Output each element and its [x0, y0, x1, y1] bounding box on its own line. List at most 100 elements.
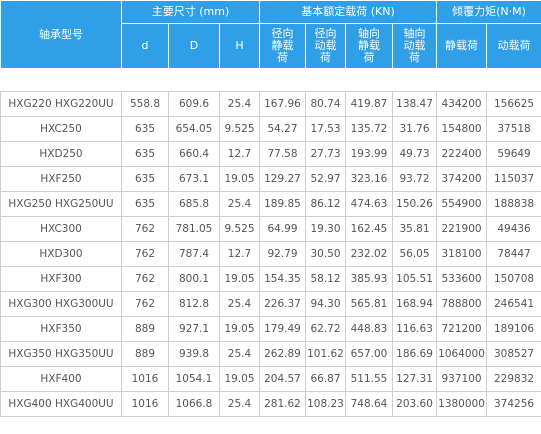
- dynamic-moment-cell: 78447: [486, 241, 541, 267]
- dynamic-moment-cell: 156625: [486, 91, 541, 117]
- header-d: d: [121, 23, 169, 69]
- D-cell: 1066.8: [168, 391, 220, 417]
- D-cell: 685.8: [168, 191, 220, 217]
- dynamic-moment-cell: 59649: [486, 141, 541, 167]
- table-row: HXG250 HXG250UU 635 685.8 25.4 189.85 86.12 47…: [0, 191, 541, 217]
- table-row: HXF350 889 927.1 19.05 179.49 62.72 448.83 116.…: [0, 316, 541, 342]
- D-cell: 927.1: [168, 316, 220, 342]
- radial-dynamic-cell: 94.30: [305, 291, 346, 317]
- header-dynamic-load: 动载荷: [486, 23, 541, 69]
- model-cell: HXG300 HXG300UU: [0, 291, 122, 317]
- axial-dynamic-cell: 186.69: [391, 341, 438, 367]
- d-cell: 635: [121, 166, 169, 192]
- dynamic-moment-cell: 115037: [486, 166, 541, 192]
- dynamic-moment-cell: 150708: [486, 266, 541, 292]
- dynamic-moment-cell: 188838: [486, 191, 541, 217]
- static-moment-cell: 221900: [436, 216, 488, 242]
- D-cell: 939.8: [168, 341, 220, 367]
- radial-static-cell: 64.99: [259, 216, 306, 242]
- H-cell: 12.7: [219, 241, 260, 267]
- D-cell: 787.4: [168, 241, 220, 267]
- dynamic-moment-cell: 49436: [486, 216, 541, 242]
- axial-dynamic-cell: 116.63: [391, 316, 438, 342]
- radial-dynamic-cell: 66.87: [305, 366, 346, 392]
- radial-static-cell: 129.27: [259, 166, 306, 192]
- model-cell: HXF350: [0, 316, 122, 342]
- axial-dynamic-cell: 127.31: [391, 366, 438, 392]
- d-cell: 635: [121, 116, 169, 142]
- d-cell: 762: [121, 266, 169, 292]
- table-row: HXG350 HXG350UU 889 939.8 25.4 262.89 101.62 6…: [0, 341, 541, 367]
- model-cell: HXG350 HXG350UU: [0, 341, 122, 367]
- static-moment-cell: 1064000: [436, 341, 488, 367]
- radial-dynamic-cell: 30.50: [305, 241, 346, 267]
- radial-dynamic-cell: 17.53: [305, 116, 346, 142]
- axial-dynamic-cell: 93.72: [391, 166, 438, 192]
- static-moment-cell: 937100: [436, 366, 488, 392]
- axial-static-cell: 135.72: [345, 116, 393, 142]
- d-cell: 1016: [121, 391, 169, 417]
- model-cell: HXD250: [0, 141, 122, 167]
- header-static-load: 静载荷: [436, 23, 488, 69]
- dynamic-moment-cell: 189106: [486, 316, 541, 342]
- axial-dynamic-cell: 138.47: [391, 91, 438, 117]
- header-axial-static: 轴向 静载荷: [345, 23, 393, 69]
- D-cell: 812.8: [168, 291, 220, 317]
- model-cell: HXF250: [0, 166, 122, 192]
- static-moment-cell: 374200: [436, 166, 488, 192]
- radial-static-cell: 204.57: [259, 366, 306, 392]
- header-tilt-moment: 倾覆力矩(N·M): [436, 0, 541, 24]
- table-row: HXF400 1016 1054.1 19.05 204.57 66.87 511.55 12…: [0, 366, 541, 392]
- dynamic-moment-cell: 229832: [486, 366, 541, 392]
- axial-static-cell: 162.45: [345, 216, 393, 242]
- radial-static-cell: 281.62: [259, 391, 306, 417]
- H-cell: 19.05: [219, 366, 260, 392]
- radial-static-cell: 77.58: [259, 141, 306, 167]
- radial-static-cell: 189.85: [259, 191, 306, 217]
- axial-static-cell: 232.02: [345, 241, 393, 267]
- table-row: HXG300 HXG300UU 762 812.8 25.4 226.37 94.30 56…: [0, 291, 541, 317]
- H-cell: 25.4: [219, 341, 260, 367]
- table-row: HXD250 635 660.4 12.7 77.58 27.73 193.99 49.73 2…: [0, 141, 541, 167]
- bearing-spec-table: 轴承型号 主要尺寸 (mm) 基本额定载荷 (KN) 倾覆力矩(N·M) d D…: [0, 0, 541, 417]
- D-cell: 654.05: [168, 116, 220, 142]
- header-load-ratings: 基本额定载荷 (KN): [258, 0, 438, 24]
- D-cell: 673.1: [168, 166, 220, 192]
- model-cell: HXC300: [0, 216, 122, 242]
- d-cell: 635: [121, 191, 169, 217]
- radial-dynamic-cell: 108.23: [305, 391, 346, 417]
- axial-static-cell: 565.81: [345, 291, 393, 317]
- H-cell: 9.525: [219, 216, 260, 242]
- static-moment-cell: 434200: [436, 91, 488, 117]
- radial-static-cell: 167.96: [259, 91, 306, 117]
- static-moment-cell: 318100: [436, 241, 488, 267]
- d-cell: 762: [121, 291, 169, 317]
- header-main-dimensions: 主要尺寸 (mm): [121, 0, 260, 24]
- static-moment-cell: 154800: [436, 116, 488, 142]
- dynamic-moment-cell: 374256: [486, 391, 541, 417]
- d-cell: 762: [121, 241, 169, 267]
- axial-static-cell: 448.83: [345, 316, 393, 342]
- axial-static-cell: 419.87: [345, 91, 393, 117]
- static-moment-cell: 721200: [436, 316, 488, 342]
- radial-dynamic-cell: 101.62: [305, 341, 346, 367]
- H-cell: 25.4: [219, 291, 260, 317]
- radial-static-cell: 92.79: [259, 241, 306, 267]
- D-cell: 781.05: [168, 216, 220, 242]
- radial-static-cell: 262.89: [259, 341, 306, 367]
- model-cell: HXG400 HXG400UU: [0, 391, 122, 417]
- table-row: HXC300 762 781.05 9.525 64.99 19.30 162.45 35.8…: [0, 216, 541, 242]
- axial-dynamic-cell: 203.60: [391, 391, 438, 417]
- model-cell: HXG220 HXG220UU: [0, 91, 122, 117]
- d-cell: 889: [121, 341, 169, 367]
- static-moment-cell: 533600: [436, 266, 488, 292]
- axial-static-cell: 193.99: [345, 141, 393, 167]
- axial-static-cell: 657.00: [345, 341, 393, 367]
- D-cell: 609.6: [168, 91, 220, 117]
- table-body: HXG220 HXG220UU 558.8 609.6 25.4 167.96 80.74…: [0, 91, 541, 417]
- axial-static-cell: 748.64: [345, 391, 393, 417]
- table-row: HXC250 635 654.05 9.525 54.27 17.53 135.72 31.7…: [0, 116, 541, 142]
- D-cell: 1054.1: [168, 366, 220, 392]
- H-cell: 25.4: [219, 91, 260, 117]
- dynamic-moment-cell: 246541: [486, 291, 541, 317]
